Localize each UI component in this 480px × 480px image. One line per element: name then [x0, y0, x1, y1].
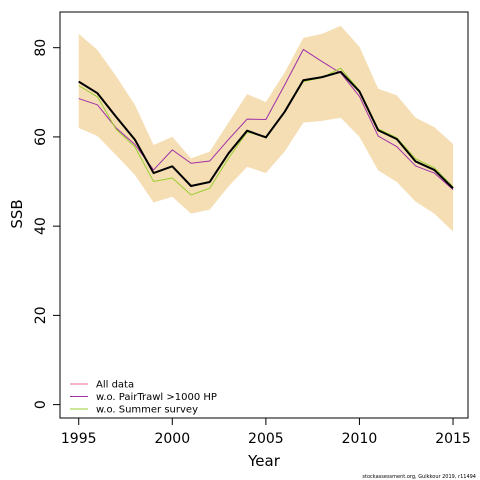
x-tick-label: 2010: [342, 431, 378, 447]
y-tick-label: 40: [33, 217, 49, 235]
x-tick-label: 2015: [435, 431, 471, 447]
legend-label: All data: [96, 380, 134, 391]
x-tick-label: 2000: [154, 431, 190, 447]
y-axis: 0 20 40 60 80: [33, 39, 61, 409]
plot-frame: [59, 11, 469, 419]
x-axis: 1995 2000 2005 2010 2015: [61, 417, 471, 447]
legend-label: w.o. Summer survey: [96, 405, 198, 416]
y-tick-label: 0: [33, 400, 49, 409]
y-tick-label: 20: [33, 306, 49, 324]
y-tick-label: 80: [33, 39, 49, 57]
confidence-band: [78, 25, 454, 232]
y-tick-label: 60: [33, 128, 49, 146]
series-line-estimate: [78, 70, 454, 189]
x-tick-label: 2005: [248, 431, 284, 447]
series-line-w-o-pairtrawl-1000-hp: [78, 48, 454, 190]
x-tick-label: 1995: [61, 431, 97, 447]
x-axis-title: Year: [247, 452, 281, 470]
legend-label: w.o. PairTrawl >1000 HP: [96, 392, 217, 403]
series-layer: [78, 48, 454, 196]
footnote: stockassessment.org, Gulkkour 2019, r114…: [362, 474, 476, 480]
confidence-band-layer: [78, 25, 454, 232]
y-axis-title: SSB: [8, 199, 26, 228]
